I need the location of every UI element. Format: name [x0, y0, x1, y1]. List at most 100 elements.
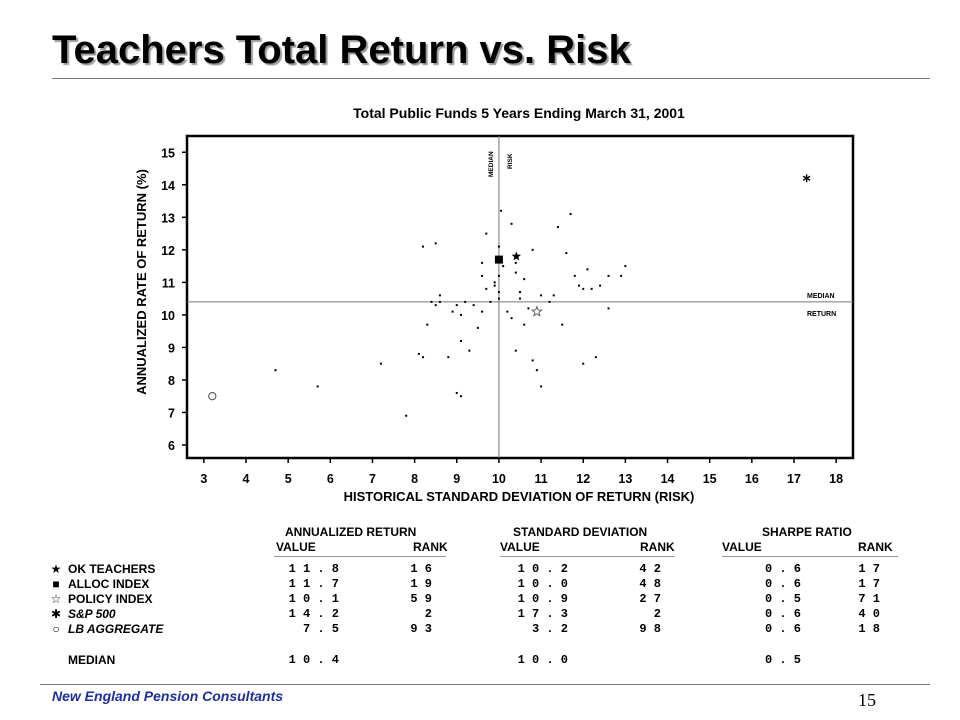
- y-tick-label: 14: [161, 179, 175, 193]
- data-point: [434, 304, 437, 307]
- row-value: 7 . 5: [302, 622, 339, 636]
- data-point: [497, 245, 500, 248]
- row-value: 1 0 . 2: [517, 562, 568, 576]
- median-value: 0 . 5: [764, 653, 801, 667]
- data-point: [481, 261, 484, 264]
- data-point: [497, 291, 500, 294]
- row-rank: 7 1: [858, 592, 880, 606]
- asterisk-stroke: [802, 175, 811, 181]
- data-point: [527, 307, 530, 310]
- row-value: 0 . 6: [764, 562, 801, 576]
- data-point: [607, 274, 610, 277]
- data-point: [607, 307, 610, 310]
- row-label: LB AGGREGATE: [68, 622, 164, 636]
- data-point: [493, 284, 496, 287]
- data-point: [455, 304, 458, 307]
- data-point: [500, 209, 503, 212]
- data-point: [422, 245, 425, 248]
- data-point: [476, 326, 479, 329]
- data-point: [531, 248, 534, 251]
- data-point: [510, 222, 513, 225]
- chart-title: Total Public Funds 5 Years Ending March …: [353, 105, 685, 121]
- row-value: 1 0 . 1: [288, 592, 339, 606]
- data-point: [451, 310, 454, 313]
- data-point: [430, 300, 433, 303]
- data-point: [426, 323, 429, 326]
- x-tick-label: 16: [745, 472, 759, 486]
- data-point: [552, 294, 555, 297]
- x-tick-label: 12: [576, 472, 590, 486]
- x-tick-label: 5: [285, 472, 292, 486]
- data-point: [459, 313, 462, 316]
- marker-ok-teachers: [511, 251, 522, 261]
- data-point: [565, 252, 568, 255]
- data-point: [556, 226, 559, 229]
- data-point: [472, 304, 475, 307]
- data-point: [459, 339, 462, 342]
- data-point: [540, 385, 543, 388]
- median-row-label: MEDIAN: [68, 653, 116, 667]
- row-rank: 1 9: [410, 577, 432, 591]
- data-point: [481, 310, 484, 313]
- data-point: [506, 310, 509, 313]
- x-tick-label: 18: [829, 472, 843, 486]
- row-rank: 1 7: [858, 562, 880, 576]
- median-return-label: MEDIAN: [807, 293, 835, 300]
- data-point: [497, 297, 500, 300]
- row-symbol-icon: ○: [52, 622, 60, 636]
- data-point: [502, 265, 505, 268]
- data-point: [582, 362, 585, 365]
- y-tick-label: 8: [168, 374, 175, 388]
- y-tick-label: 7: [168, 406, 175, 420]
- data-point: [438, 300, 441, 303]
- row-value: 1 1 . 8: [288, 562, 339, 576]
- data-point: [455, 391, 458, 394]
- x-tick-label: 13: [618, 472, 632, 486]
- data-point: [497, 274, 500, 277]
- plot-frame: [185, 134, 855, 460]
- data-point: [531, 359, 534, 362]
- row-value: 0 . 5: [764, 592, 801, 606]
- y-tick-label: 15: [161, 146, 175, 160]
- row-symbol-icon: ✱: [50, 607, 62, 621]
- row-label: ALLOC INDEX: [68, 577, 150, 591]
- row-symbol-icon: ★: [50, 562, 62, 576]
- row-value: 1 7 . 3: [517, 607, 568, 621]
- y-tick-label: 13: [161, 211, 175, 225]
- x-tick-label: 14: [661, 472, 675, 486]
- table-rank-header: RANK: [413, 540, 448, 554]
- data-point: [489, 300, 492, 303]
- data-point: [434, 242, 437, 245]
- x-tick-label: 7: [369, 472, 376, 486]
- marker-s-p-500: [802, 174, 811, 183]
- y-tick-label: 9: [168, 341, 175, 355]
- table-group-title: SHARPE RATIO: [762, 525, 852, 539]
- row-rank: 2: [653, 607, 661, 621]
- x-tick-label: 10: [492, 472, 506, 486]
- row-rank: 1 7: [858, 577, 880, 591]
- scatter-chart: Total Public Funds 5 Years Ending March …: [134, 105, 855, 504]
- data-point: [493, 281, 496, 284]
- row-rank: 2 7: [639, 592, 661, 606]
- data-point: [582, 287, 585, 290]
- data-point: [548, 300, 551, 303]
- y-tick-label: 11: [162, 276, 175, 290]
- data-point: [590, 287, 593, 290]
- table-group-title: STANDARD DEVIATION: [513, 525, 648, 539]
- median-risk-label: RISK: [507, 153, 514, 169]
- page-title: Teachers Total Return vs. Risk: [52, 28, 631, 72]
- x-tick-label: 4: [243, 472, 250, 486]
- row-rank: 4 2: [639, 562, 661, 576]
- x-tick-label: 9: [453, 472, 460, 486]
- data-point: [464, 300, 467, 303]
- data-point: [523, 323, 526, 326]
- table-value-header: VALUE: [276, 540, 316, 554]
- data-point: [624, 265, 627, 268]
- data-point: [459, 395, 462, 398]
- data-point: [514, 271, 517, 274]
- row-rank: 1 6: [410, 562, 432, 576]
- table-value-header: VALUE: [722, 540, 762, 554]
- data-point: [485, 287, 488, 290]
- row-symbol-icon: ☆: [50, 592, 62, 606]
- data-point: [422, 356, 425, 359]
